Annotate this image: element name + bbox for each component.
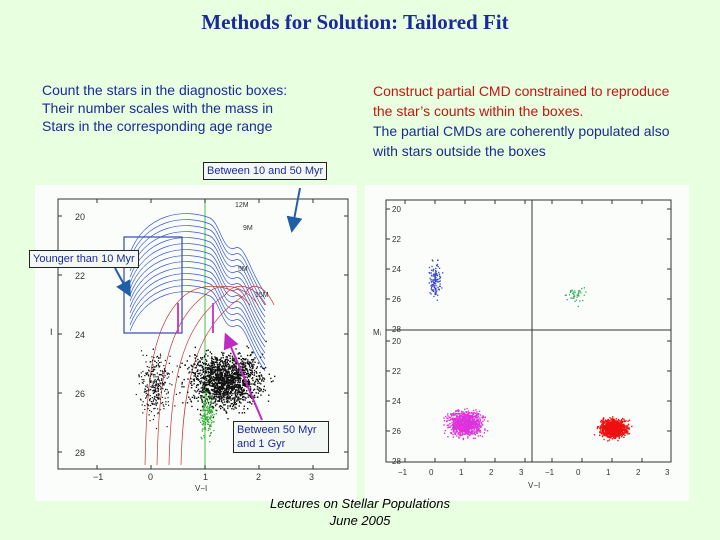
callout-50-1-line1: Between 50 Myr [237,424,317,436]
callout-50-myr-1-gyr: Between 50 Myr and 1 Gyr [233,421,329,453]
right-y-tick-bot-28: 28 [392,457,401,466]
iso-label-4: 15M [255,292,269,299]
right-blue-line-2: with stars outside the boxes [373,143,546,159]
slide-title: Methods for Solution: Tailored Fit [201,10,509,34]
right-y-tick-top-20: 20 [392,205,401,214]
right-y-tick-bot-26: 26 [392,427,401,436]
left-ylabel: I [50,327,53,337]
left-line-1: Count the stars in the diagnostic boxes: [42,82,288,98]
footer-line-1: Lectures on Stellar Populations [270,496,450,511]
right-red-line-1: Construct partial CMD constrained to rep… [373,83,670,99]
left-y-tick-24: 24 [75,330,85,340]
right-x-tick-b1: −1 [545,468,555,477]
isochrone-curves [129,213,275,466]
left-y-tick-28: 28 [75,448,85,458]
right-description: Construct partial CMD constrained to rep… [373,81,718,161]
left-x-tick-2: 2 [256,472,261,482]
arrow-50-1 [223,332,263,421]
right-y-tick-top-26: 26 [392,295,401,304]
callout-50-1-line2: and 1 Gyr [237,438,286,450]
left-x-tick-1: 1 [203,472,208,482]
right-x-tick-a4: 2 [489,468,494,477]
right-x-tick-b2: 0 [576,468,581,477]
iso-label-3: 5M [238,266,248,273]
right-y-tick-top-28: 28 [392,325,401,334]
callout-younger-10-myr: Younger than 10 Myr [29,250,139,268]
left-x-tick-m1: −1 [93,472,103,482]
right-x-tick-b3: 1 [606,468,611,477]
right-xlabel: V−I [528,481,540,490]
right-x-tick-a5: 3 [519,468,524,477]
left-description: Count the stars in the diagnostic boxes:… [42,81,342,135]
partial-cmd-scatter [428,259,633,442]
star-scatter-green [198,383,217,443]
callout-10-50-myr: Between 10 and 50 Myr [203,162,328,180]
right-red-line-2: the star’s counts within the boxes. [373,103,584,119]
iso-label-1: 12M [235,202,249,209]
footer-line-2: June 2005 [329,513,391,528]
left-xlabel: V−I [195,484,207,493]
footer: Lectures on Stellar Populations June 200… [230,495,490,529]
right-x-tick-a3: 1 [459,468,464,477]
right-x-tick-b4: 2 [636,468,641,477]
right-x-tick-a1: −1 [398,468,408,477]
star-scatter-black [135,340,276,430]
left-y-tick-20: 20 [75,212,85,222]
left-y-tick-26: 26 [75,389,85,399]
iso-label-2: 9M [243,225,253,232]
right-blue-line-1: The partial CMDs are coherently populate… [373,123,670,139]
left-line-2: Their number scales with the mass in [42,100,274,116]
right-x-tick-b5: 3 [665,468,670,477]
right-y-tick-bot-24: 24 [392,397,401,406]
left-y-tick-22: 22 [75,271,85,281]
right-x-tick-a2: 0 [429,468,434,477]
arrow-young [114,267,131,298]
left-line-3: Stars in the corresponding age range [42,118,273,134]
left-x-tick-3: 3 [309,472,314,482]
right-axis-ticks [386,200,671,462]
right-y-tick-bot-20: 20 [392,337,401,346]
right-y-tick-bot-22: 22 [392,367,401,376]
left-axis-ticks [58,199,348,469]
right-y-tick-top-24: 24 [392,265,401,274]
right-cmd-figure: 20 22 24 26 28 20 22 24 26 28 Mᵢ −1 0 1 … [365,185,689,501]
left-x-tick-0: 0 [148,472,153,482]
arrow-10-50 [286,187,303,233]
right-y-tick-top-22: 22 [392,235,401,244]
right-ylabel: Mᵢ [373,328,381,337]
